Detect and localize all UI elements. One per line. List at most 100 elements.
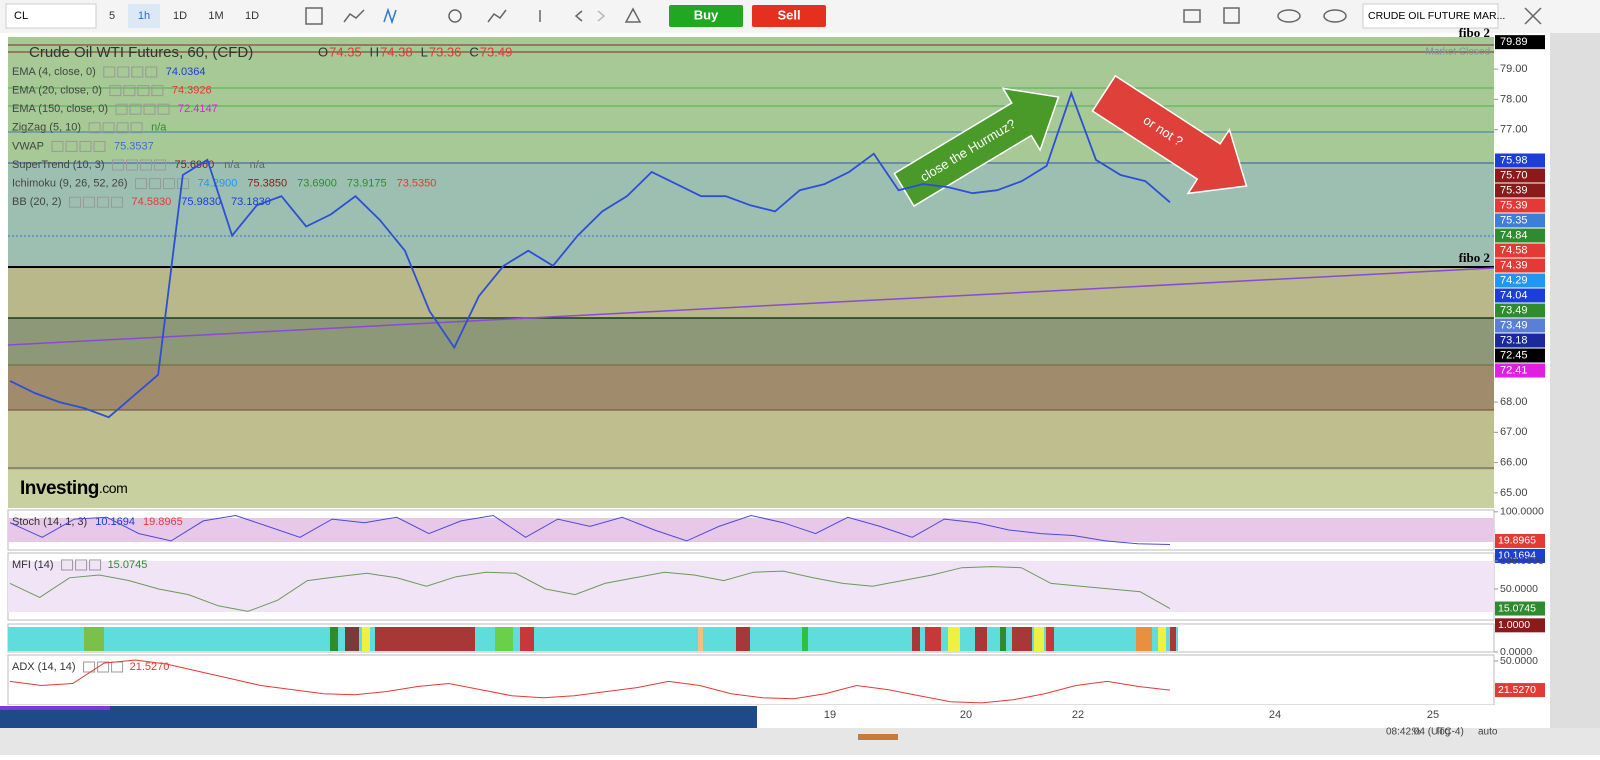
settings-icon[interactable] (448, 9, 462, 23)
indicator-control[interactable] (135, 178, 148, 190)
camera-icon[interactable] (1183, 9, 1201, 23)
fibo-lines (7, 44, 1495, 469)
price-tag-label: 74.58 (1500, 244, 1528, 256)
line-icon[interactable] (343, 9, 365, 23)
indicator-control[interactable] (143, 103, 156, 115)
search-box[interactable] (1362, 3, 1499, 29)
indicator-control[interactable] (137, 85, 150, 97)
indicator-control[interactable] (112, 159, 125, 171)
indicator-control[interactable] (51, 140, 64, 152)
indicator-value: 74.3926 (172, 85, 212, 97)
template-icon[interactable] (1223, 7, 1240, 24)
sell-button[interactable] (752, 5, 826, 27)
indicator-legend: EMA (4, close, 0) 74.0364 EMA (20, close, … (12, 66, 436, 208)
indicator-control[interactable] (79, 140, 92, 152)
indicator-panels: 100.0000 Stoch (14, 1, 3) 10.1694 19.8965 19… (7, 506, 1545, 706)
indicator-name: ZigZag (5, 10) (12, 122, 81, 134)
down-arrow: or not ? (1091, 74, 1248, 195)
alert-icon[interactable] (624, 7, 642, 23)
indicator-control[interactable] (154, 159, 167, 171)
candles-icon[interactable] (305, 7, 323, 25)
interval-button[interactable]: 1D (245, 10, 259, 22)
price-tag (1495, 333, 1545, 348)
y-tick-label: 66.00 (1500, 457, 1528, 469)
fibo-label: fibo 2 (1459, 25, 1490, 40)
indicator-control[interactable] (69, 196, 82, 208)
indicator-control[interactable] (157, 103, 170, 115)
indicator-control[interactable] (123, 85, 136, 97)
indicator-control[interactable] (65, 140, 78, 152)
taskbar (0, 706, 757, 728)
bars-icon[interactable] (383, 7, 397, 25)
price-tag-label: 75.39 (1500, 184, 1528, 196)
ohlc-value: 74.35 (329, 44, 362, 59)
price-tag-label: 74.84 (1500, 229, 1528, 241)
panel-control[interactable] (89, 559, 102, 571)
indicator-control[interactable] (111, 196, 124, 208)
price-tag (1495, 243, 1545, 258)
indicator-value: 75.3537 (114, 140, 154, 152)
indicator-value: n/a (250, 159, 266, 171)
indicator-value: 73.9175 (347, 178, 387, 190)
price-tag (1495, 258, 1545, 273)
panel-control[interactable] (75, 559, 88, 571)
indicator-icon[interactable] (487, 9, 507, 23)
indicator-control[interactable] (163, 178, 176, 190)
indicator-control[interactable] (83, 196, 96, 208)
interval-button[interactable]: 1h (138, 10, 150, 22)
indicator-control[interactable] (109, 85, 122, 97)
log-toggle[interactable]: log (1437, 727, 1450, 738)
symbol: CL (14, 10, 28, 22)
y-tick-label: 100.0000 (1500, 555, 1544, 567)
indicator-value: 73.6900 (297, 178, 337, 190)
indicator-control[interactable] (145, 66, 158, 78)
panel-control[interactable] (83, 661, 96, 673)
indicator-control[interactable] (151, 85, 164, 97)
status-bar (0, 728, 1600, 755)
cloud-save-icon[interactable] (1323, 9, 1347, 23)
indicator-control[interactable] (130, 122, 143, 134)
panel-value: 21.5270 (130, 661, 170, 673)
indicator-control[interactable] (126, 159, 139, 171)
ohlc-label: L (421, 44, 428, 59)
indicator-control[interactable] (117, 66, 130, 78)
indicator-control[interactable] (115, 103, 128, 115)
undo-icon[interactable] (574, 10, 583, 22)
fibo-bands (8, 37, 1494, 508)
interval-button[interactable]: 1M (208, 10, 223, 22)
price-tag (1495, 318, 1545, 333)
buy-button[interactable] (669, 5, 743, 27)
indicator-control[interactable] (131, 66, 144, 78)
redo-icon[interactable] (597, 10, 606, 22)
value-tag (1495, 548, 1545, 563)
x-tick-label: 22 (1072, 709, 1084, 721)
interval-button[interactable]: 5 (109, 10, 115, 22)
price-tag-label: 75.39 (1500, 199, 1528, 211)
indicator-control[interactable] (149, 178, 162, 190)
indicator-control[interactable] (116, 122, 129, 134)
panel-value: 15.0745 (108, 559, 148, 571)
panel-control[interactable] (61, 559, 74, 571)
price-tag-label: 72.41 (1500, 364, 1528, 376)
chop-strip (8, 627, 1178, 651)
y-tick-label: 67.00 (1500, 426, 1528, 438)
indicator-control[interactable] (97, 196, 110, 208)
auto-toggle[interactable]: auto (1478, 727, 1498, 738)
indicator-control[interactable] (129, 103, 142, 115)
symbol-box[interactable] (5, 3, 97, 29)
indicator-control[interactable] (102, 122, 115, 134)
indicator-control[interactable] (140, 159, 153, 171)
value-tag-label: 15.0745 (1498, 602, 1536, 614)
price-tag-label: 75.35 (1500, 214, 1528, 226)
percent-toggle[interactable]: % (1412, 727, 1421, 738)
interval-button[interactable]: 1D (173, 10, 187, 22)
price-tag (1495, 228, 1545, 243)
price-tag (1495, 303, 1545, 318)
logo-suffix: .com (99, 480, 127, 496)
cloud-load-icon[interactable] (1277, 9, 1301, 23)
indicator-control[interactable] (103, 66, 116, 78)
indicator-control[interactable] (88, 122, 101, 134)
indicator-control[interactable] (93, 140, 106, 152)
indicator-value: 75.3850 (247, 178, 287, 190)
fullscreen-icon[interactable] (1524, 7, 1542, 25)
